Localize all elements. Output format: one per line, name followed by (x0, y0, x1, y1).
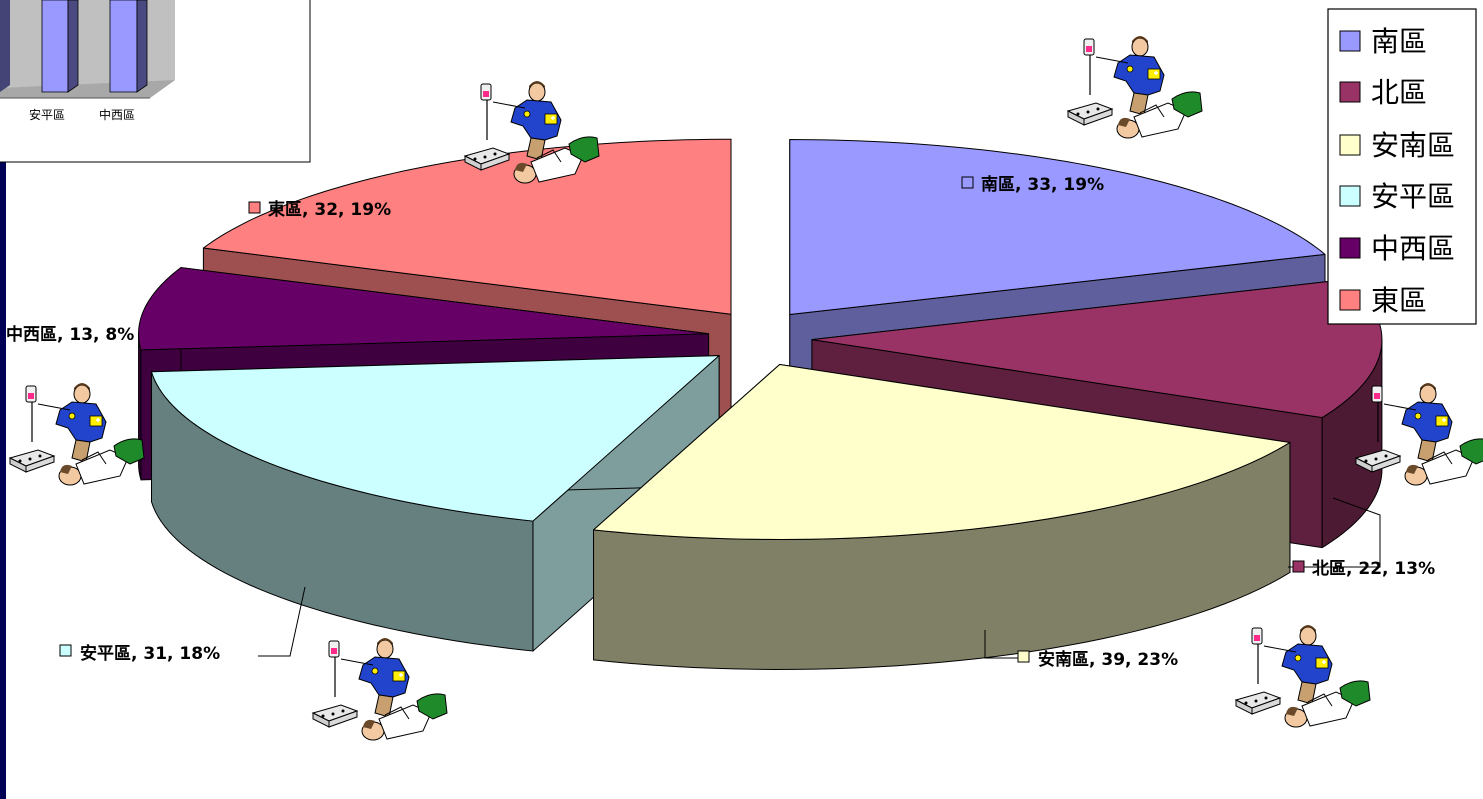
paramedic-clipart (1067, 35, 1203, 139)
leader-line (258, 586, 306, 657)
inset-bar-1 (41, 0, 79, 93)
legend: 南區 北區 安南區 安平區 中西區 東區 (1327, 8, 1477, 325)
pie-slice-face (202, 138, 732, 315)
data-label-安平區: 安平區, 31, 18% (59, 643, 220, 664)
leader-lines (258, 497, 1381, 659)
legend-frame (1327, 8, 1477, 325)
paramedic-clipart (312, 637, 448, 741)
legend-item-北區: 北區 (1339, 76, 1427, 109)
data-labels: 南區, 33, 19% 北區, 22, 13% 安南區, 39, 23% 安平區… (6, 174, 1435, 670)
svg-text:北區: 北區 (1371, 76, 1427, 109)
data-label-北區: 北區, 22, 13% (1292, 559, 1435, 579)
pie-slice-face (138, 267, 710, 351)
svg-text:安南區, 39, 23%: 安南區, 39, 23% (1038, 649, 1178, 670)
paramedic-clipart (1235, 624, 1371, 728)
svg-text:北區, 22, 13%: 北區, 22, 13% (1312, 559, 1435, 579)
data-label-安南區: 安南區, 39, 23% (1017, 649, 1178, 670)
inset-bar-partial-side (0, 0, 10, 92)
svg-text:中西區, 13, 8%: 中西區, 13, 8% (6, 324, 134, 345)
svg-text:南區, 33, 19%: 南區, 33, 19% (981, 174, 1104, 195)
svg-text:東區: 東區 (1371, 284, 1427, 317)
svg-text:東區, 32, 19%: 東區, 32, 19% (268, 199, 391, 220)
leader-line (1288, 497, 1381, 568)
legend-item-南區: 南區 (1339, 25, 1427, 58)
paramedic-clipart (9, 382, 145, 486)
svg-text:安南區: 安南區 (1371, 129, 1455, 162)
pie-slice-安南區 (593, 363, 1291, 670)
svg-text:安平區: 安平區 (1371, 180, 1455, 213)
inset-bar-2 (109, 0, 148, 93)
pie-slice-face (593, 363, 1291, 540)
legend-item-中西區: 中西區 (1339, 232, 1455, 265)
legend-item-安平區: 安平區 (1339, 180, 1455, 213)
inset-tick-label: 中西區 (99, 107, 135, 122)
data-label-中西區: 中西區, 13, 8% (6, 324, 134, 345)
left-edge-strip (0, 160, 6, 799)
inset-tick-label: 安平區 (29, 107, 65, 122)
legend-item-東區: 東區 (1339, 284, 1427, 317)
svg-text:中西區: 中西區 (1371, 232, 1455, 265)
leader-line (984, 630, 1018, 659)
svg-text:安平區, 31, 18%: 安平區, 31, 18% (80, 643, 220, 664)
data-label-南區: 南區, 33, 19% (961, 174, 1104, 195)
data-label-東區: 東區, 32, 19% (248, 199, 391, 220)
inset-bar-chart: 安平區 中西區 (0, 0, 311, 163)
pie-slice-face (151, 355, 720, 522)
pie-slices (138, 138, 1383, 670)
pie-slice-face (789, 139, 1326, 316)
svg-text:南區: 南區 (1371, 25, 1427, 58)
legend-item-安南區: 安南區 (1339, 129, 1455, 162)
